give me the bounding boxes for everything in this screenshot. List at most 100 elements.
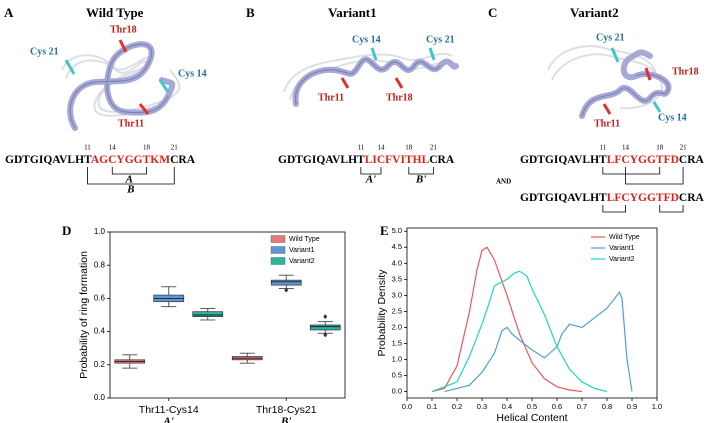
sequence-part: GDTGIQAVLHT	[278, 154, 365, 166]
y-tick-label: 0.4	[94, 327, 106, 336]
x-tick-label: 0.5	[527, 402, 537, 411]
residue-number: 21	[171, 144, 179, 152]
residue-number: 18	[143, 144, 151, 152]
bracket-label: A'	[365, 174, 376, 186]
y-tick-label: 1.5	[392, 338, 402, 347]
legend-label: Wild Type	[609, 234, 640, 241]
residue-number: 18	[405, 144, 413, 152]
y-tick-label: 2.5	[392, 306, 402, 315]
x-tick-sublabel: A'	[163, 416, 174, 423]
y-tick-label: 0.2	[94, 360, 106, 369]
y-tick-label: 1.0	[392, 354, 402, 363]
flier	[284, 287, 289, 293]
residue-number: 11	[599, 144, 606, 152]
sequence-part: LFCYGGTFD	[607, 154, 679, 166]
y-axis-label: Probability Density	[376, 269, 388, 357]
y-tick-label: 4.5	[392, 242, 402, 251]
sequence-part: GDTGIQAVLHT	[520, 192, 607, 204]
residue-number: 14	[378, 144, 386, 152]
flier	[323, 332, 328, 338]
x-tick-label: 0.8	[602, 402, 612, 411]
panel-label: E	[380, 223, 389, 238]
panel-label: A	[4, 5, 14, 20]
structure	[547, 45, 672, 119]
y-tick-label: 0.0	[94, 393, 106, 402]
bracket	[87, 167, 175, 185]
residue-label: Cys 21	[426, 34, 455, 45]
x-tick-label: Thr11-Cys14	[139, 404, 199, 416]
y-axis-label: Probability of ring formation	[78, 251, 90, 379]
sequence-part: CRA	[170, 154, 196, 166]
residue-label: Cys 14	[658, 112, 687, 123]
flier	[323, 314, 328, 320]
y-tick-label: 0.6	[94, 294, 106, 303]
y-tick-label: 4.0	[392, 258, 402, 267]
residue-number: 11	[84, 144, 91, 152]
panel-title: Variant2	[570, 5, 619, 20]
x-tick-label: 0.2	[452, 402, 462, 411]
residue-number: 21	[430, 144, 438, 152]
y-tick-label: 0.0	[392, 387, 402, 396]
residue-label: Thr18	[672, 66, 699, 77]
x-tick-label: Thr18-Cys21	[256, 404, 317, 416]
panel-label: C	[488, 5, 497, 20]
y-tick-label: 3.5	[392, 274, 402, 283]
x-axis-label: Helical Content	[496, 412, 567, 423]
bracket-label: B	[126, 184, 134, 196]
y-tick-label: 5.0	[392, 226, 402, 235]
x-tick-label: 1.0	[652, 402, 662, 411]
panel-title: Variant1	[328, 5, 377, 20]
bracket	[602, 205, 626, 213]
x-tick-label: 0.1	[427, 402, 437, 411]
legend-label: Variant2	[289, 258, 315, 265]
line-series	[431, 270, 608, 393]
x-tick-sublabel: B'	[280, 416, 291, 423]
residue-number: 14	[109, 144, 117, 152]
residue-label: Thr18	[110, 24, 137, 35]
y-tick-label: 1.0	[94, 227, 106, 236]
structure	[61, 39, 181, 131]
sequence-part: CRA	[679, 154, 705, 166]
x-tick-label: 0.9	[627, 402, 637, 411]
box	[270, 279, 302, 286]
sequence-part: LFCYGGTFD	[607, 192, 679, 204]
x-tick-label: 0.6	[552, 402, 562, 411]
legend-swatch	[270, 246, 286, 254]
x-tick-label: 0.7	[577, 402, 587, 411]
residue-number: 11	[357, 144, 364, 152]
box	[309, 324, 341, 331]
bracket	[408, 167, 434, 175]
bracket	[659, 205, 684, 213]
sequence-part: LICFVITHL	[365, 154, 430, 166]
x-tick-label: 0.0	[402, 402, 412, 411]
sequence-part: CRA	[429, 154, 455, 166]
residue-label: Cys 14	[178, 68, 207, 79]
structure	[283, 47, 459, 107]
sequence-part: CRA	[679, 192, 705, 204]
axes-frame	[406, 227, 658, 399]
residue-label: Thr11	[594, 118, 620, 129]
bracket	[602, 167, 661, 175]
legend-label: Variant2	[609, 256, 635, 263]
line-series	[444, 290, 633, 393]
legend-label: Wild Type	[289, 236, 320, 243]
legend-swatch	[270, 257, 286, 265]
residue-number: 14	[622, 144, 630, 152]
sequence: GDTGIQAVLHTAGCYGGTKMCRA	[5, 154, 196, 166]
conjunction: AND	[496, 178, 511, 186]
sequence: GDTGIQAVLHTLFCYGGTFDCRA	[520, 154, 705, 166]
sequence-part: AGCYGGTKM	[91, 154, 170, 166]
axes-frame	[109, 231, 346, 399]
panel-title: Wild Type	[86, 5, 144, 20]
x-tick-label: 0.3	[477, 402, 487, 411]
bracket	[111, 167, 147, 175]
bracket-label: A	[125, 174, 133, 186]
sequence: GDTGIQAVLHTLFCYGGTFDCRA	[520, 192, 705, 204]
legend-label: Variant1	[289, 247, 315, 254]
legend-swatch	[270, 235, 286, 243]
residue-label: Cys 14	[352, 34, 381, 45]
y-tick-label: 2.0	[392, 322, 402, 331]
residue-label: Thr11	[118, 118, 144, 129]
legend-label: Variant1	[609, 245, 635, 252]
